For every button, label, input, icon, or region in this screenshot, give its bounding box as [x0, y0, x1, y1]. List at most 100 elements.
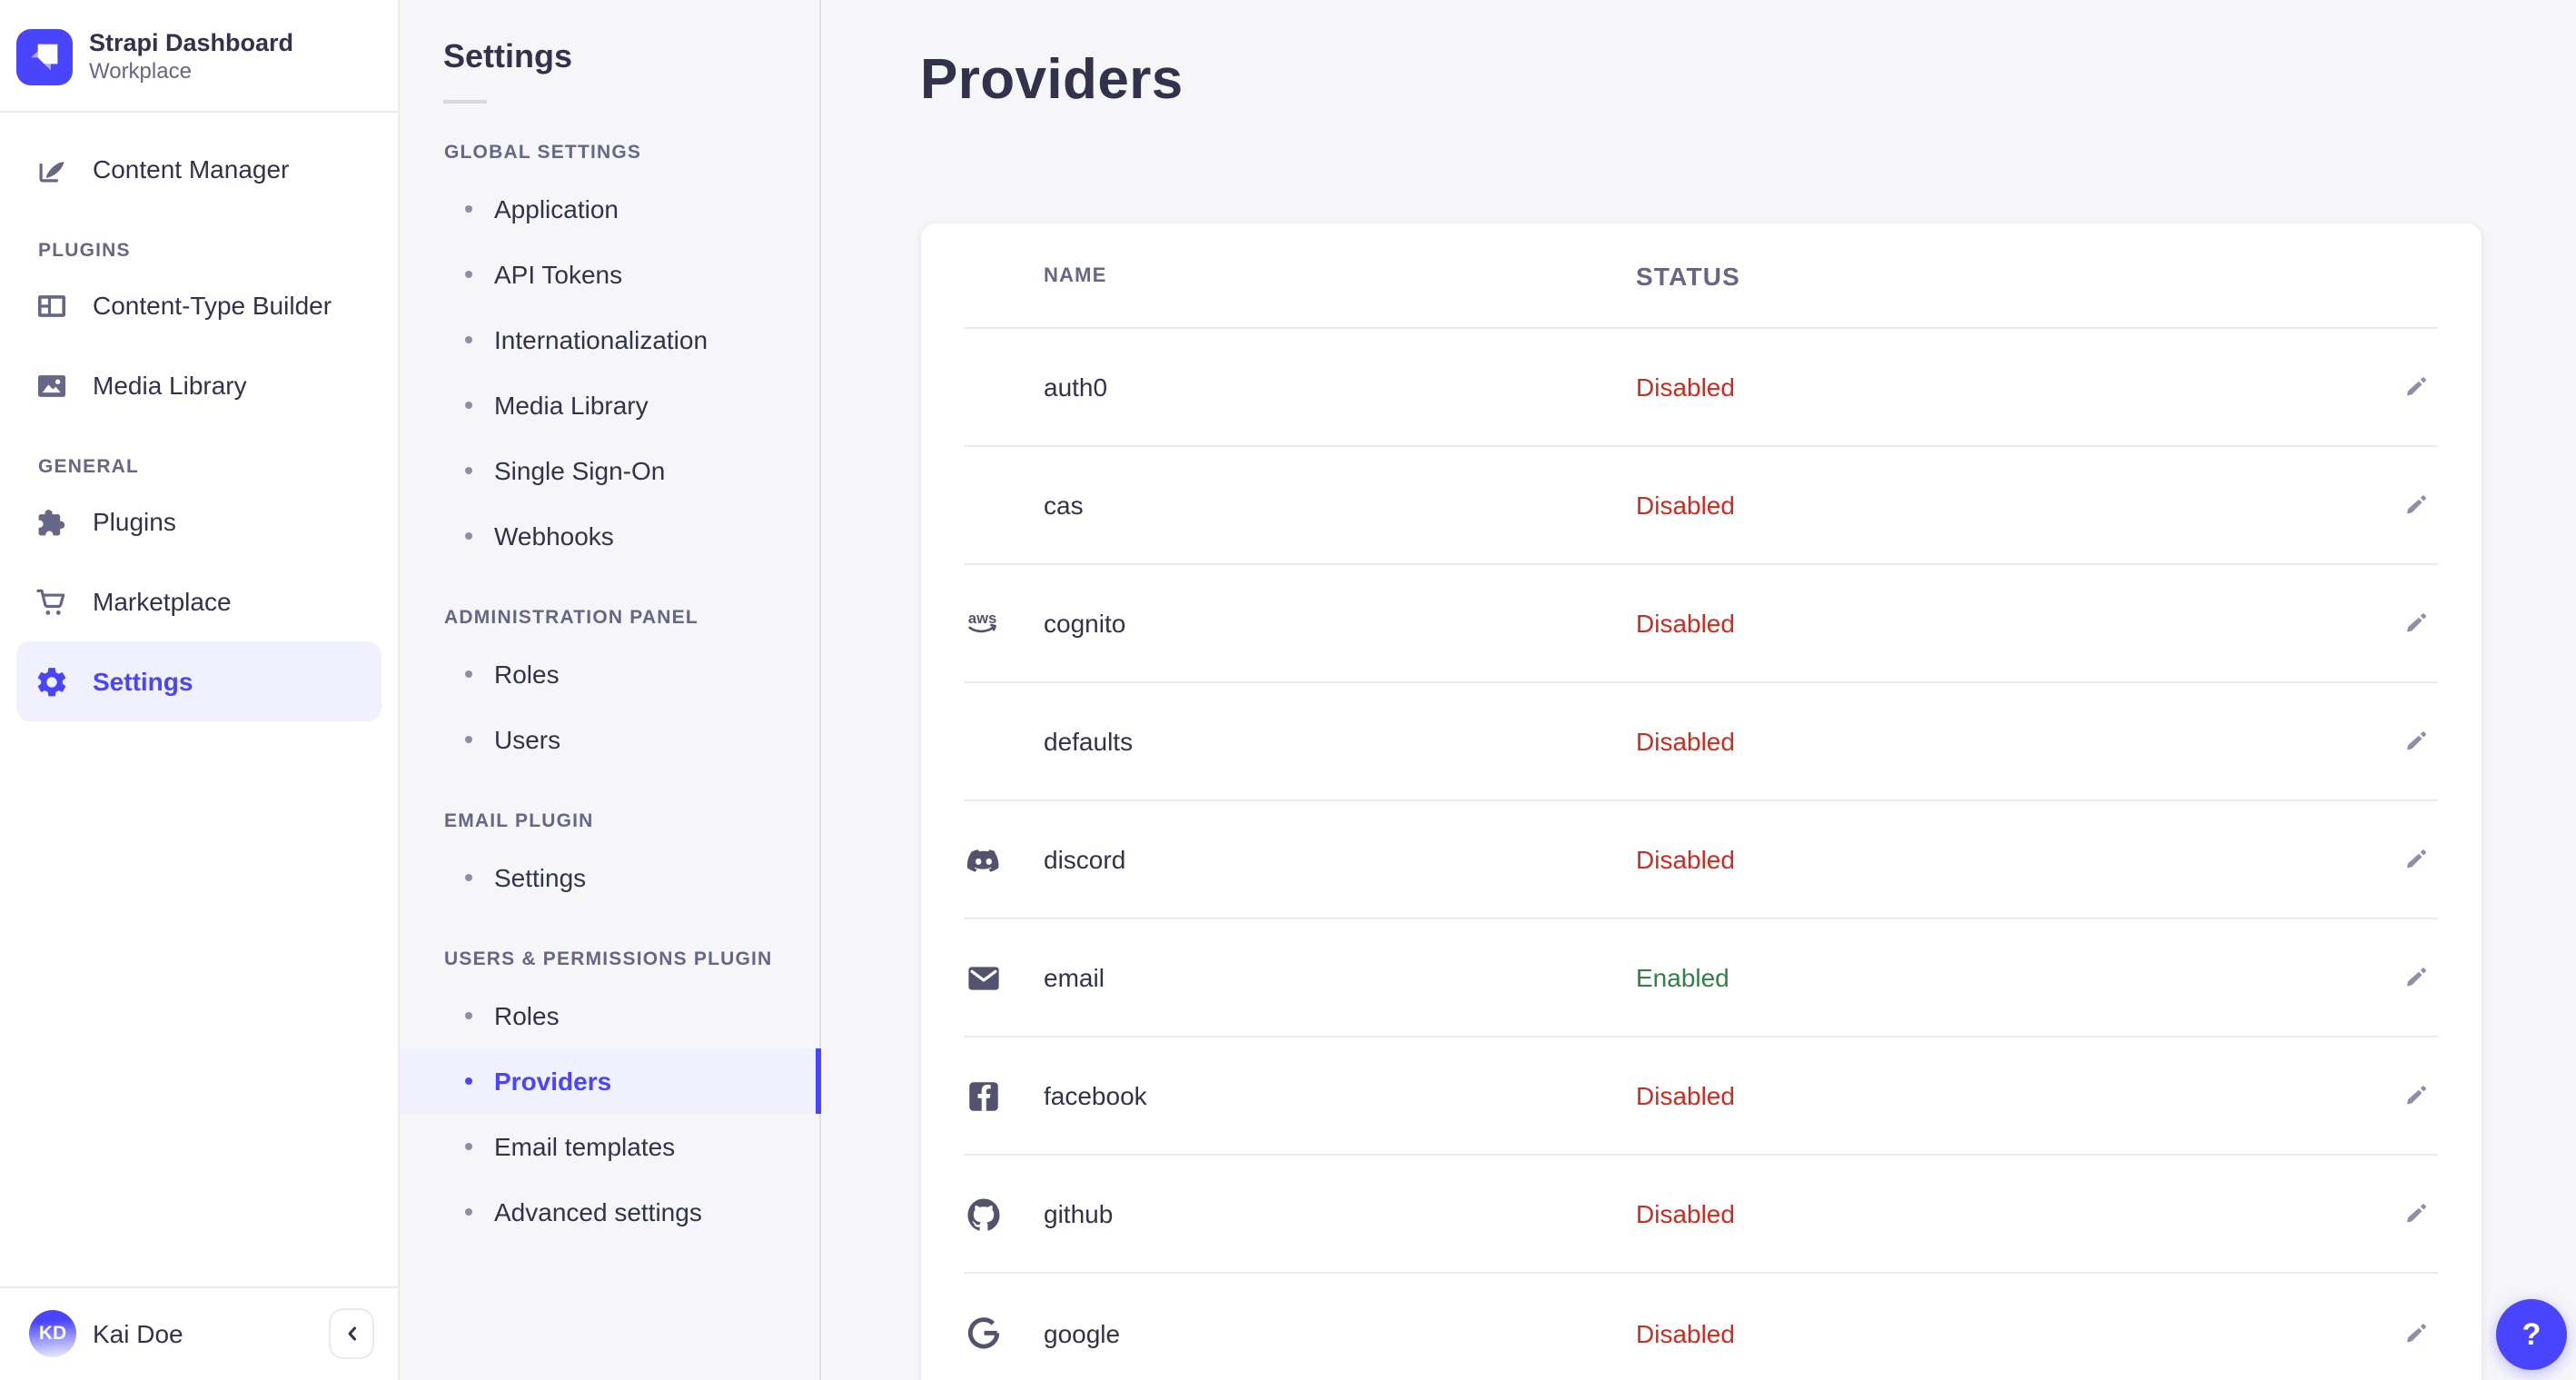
sidebar-item-label: Settings [93, 667, 193, 696]
edit-provider-button[interactable] [2393, 720, 2437, 763]
edit-provider-button[interactable] [2393, 956, 2437, 999]
provider-name: email [1044, 963, 1105, 992]
table-row-cognito: aws cognito Disabled [964, 565, 2437, 683]
subnav-section-users-permissions-plugin: USERS & PERMISSIONS PLUGIN [444, 948, 773, 970]
bullet-icon [465, 1077, 472, 1085]
page-title: Providers [920, 47, 1184, 111]
avatar[interactable]: KD [29, 1310, 76, 1357]
table-row-cas: cas Disabled [964, 447, 2437, 565]
pencil-icon [2401, 1199, 2430, 1228]
sidebar-item-label: Marketplace [93, 587, 232, 616]
provider-name: facebook [1044, 1081, 1147, 1110]
status-badge: Disabled [1636, 1318, 1735, 1347]
subnav-item-media-library[interactable]: Media Library [400, 372, 818, 438]
pencil-icon [2401, 1318, 2430, 1347]
subnav-section-email-plugin: EMAIL PLUGIN [444, 810, 594, 832]
subnav-section-global-settings: GLOBAL SETTINGS [444, 142, 642, 164]
table-row-google: google Disabled [964, 1274, 2437, 1380]
cart-icon [35, 584, 69, 619]
bullet-icon [465, 670, 472, 678]
status-badge: Disabled [1636, 372, 1735, 402]
provider-name: github [1044, 1199, 1114, 1228]
bullet-icon [465, 1208, 472, 1216]
subnav-item-admin-users[interactable]: Users [400, 707, 818, 772]
provider-name: auth0 [1044, 372, 1108, 402]
edit-provider-button[interactable] [2393, 483, 2437, 527]
edit-provider-button[interactable] [2393, 1311, 2437, 1355]
sidebar-item-label: Content Manager [93, 154, 290, 184]
bullet-icon [465, 205, 472, 213]
svg-text:aws: aws [967, 609, 996, 626]
bullet-icon [465, 874, 472, 881]
help-button[interactable]: ? [2496, 1299, 2567, 1370]
edit-provider-button[interactable] [2393, 838, 2437, 881]
provider-name: cas [1044, 491, 1084, 520]
bullet-icon [465, 1012, 472, 1019]
subnav-item-single-sign-on[interactable]: Single Sign-On [400, 438, 818, 503]
sidebar-item-marketplace[interactable]: Marketplace [16, 561, 381, 641]
provider-name: google [1044, 1318, 1121, 1347]
user-name: Kai Doe [93, 1319, 183, 1348]
subnav-section-administration-panel: ADMINISTRATION PANEL [444, 607, 698, 629]
google-icon [964, 1314, 1002, 1352]
subnav-title-divider [443, 100, 487, 104]
sidebar-item-settings[interactable]: Settings [16, 641, 381, 721]
sidebar-item-plugins[interactable]: Plugins [16, 482, 381, 561]
pencil-icon [2401, 372, 2430, 402]
subnav-item-advanced-settings[interactable]: Advanced settings [400, 1179, 818, 1245]
bullet-icon [465, 1143, 472, 1150]
subnav-item-internationalization[interactable]: Internationalization [400, 307, 818, 372]
sidebar-item-content-type-builder[interactable]: Content-Type Builder [16, 265, 381, 345]
user-bar: KD Kai Doe [0, 1286, 398, 1380]
subnav-item-email-templates[interactable]: Email templates [400, 1114, 818, 1179]
status-badge: Disabled [1636, 491, 1735, 520]
sidebar-section-general: GENERAL [38, 456, 140, 478]
bullet-icon [465, 336, 472, 343]
subnav-item-email-settings[interactable]: Settings [400, 845, 818, 910]
divider [0, 111, 398, 113]
content-manager-icon [35, 152, 69, 186]
subnav-item-application[interactable]: Application [400, 176, 818, 242]
table-row-defaults: defaults Disabled [964, 683, 2437, 801]
table-header-row: NAME STATUS [964, 223, 2437, 329]
providers-table-card: NAME STATUS auth0 Disabled cas Disabled [920, 223, 2481, 1380]
chevron-left-icon [341, 1323, 362, 1345]
facebook-icon [964, 1077, 1002, 1115]
edit-provider-button[interactable] [2393, 365, 2437, 409]
sidebar-section-plugins: PLUGINS [38, 240, 131, 262]
subnav-title: Settings [443, 38, 573, 74]
pencil-icon [2401, 845, 2430, 874]
main-sidebar: Strapi Dashboard Workplace Content Manag… [0, 0, 400, 1380]
settings-subnav: Settings GLOBAL SETTINGS Application API… [400, 0, 820, 1380]
bullet-icon [465, 402, 472, 409]
table-row-auth0: auth0 Disabled [964, 329, 2437, 447]
provider-name: cognito [1044, 609, 1126, 638]
subnav-item-up-roles[interactable]: Roles [400, 983, 818, 1048]
bullet-icon [465, 467, 472, 474]
provider-name: discord [1044, 845, 1126, 874]
subnav-item-api-tokens[interactable]: API Tokens [400, 242, 818, 307]
strapi-logo [16, 28, 73, 84]
subnav-item-providers[interactable]: Providers [400, 1048, 819, 1114]
collapse-sidebar-button[interactable] [329, 1308, 374, 1359]
edit-provider-button[interactable] [2393, 1074, 2437, 1117]
pencil-icon [2401, 963, 2430, 992]
subnav-item-admin-roles[interactable]: Roles [400, 641, 818, 707]
sidebar-item-content-manager[interactable]: Content Manager [16, 129, 381, 209]
table-row-discord: discord Disabled [964, 801, 2437, 919]
column-header-status: STATUS [1636, 261, 1741, 290]
bullet-icon [465, 736, 472, 743]
workspace-brand[interactable]: Strapi Dashboard Workplace [0, 0, 398, 111]
edit-provider-button[interactable] [2393, 601, 2437, 645]
bullet-icon [465, 532, 472, 540]
gear-icon [35, 664, 69, 699]
envelope-icon [964, 958, 1002, 997]
media-library-icon [35, 368, 69, 402]
subnav-item-webhooks[interactable]: Webhooks [400, 503, 818, 569]
edit-provider-button[interactable] [2393, 1192, 2437, 1236]
sidebar-item-media-library[interactable]: Media Library [16, 345, 381, 425]
main-content: Providers NAME STATUS auth0 Disabled cas… [820, 0, 2576, 1380]
status-badge: Disabled [1636, 1199, 1735, 1228]
workspace-subtitle: Workplace [89, 58, 192, 84]
status-badge: Disabled [1636, 845, 1735, 874]
